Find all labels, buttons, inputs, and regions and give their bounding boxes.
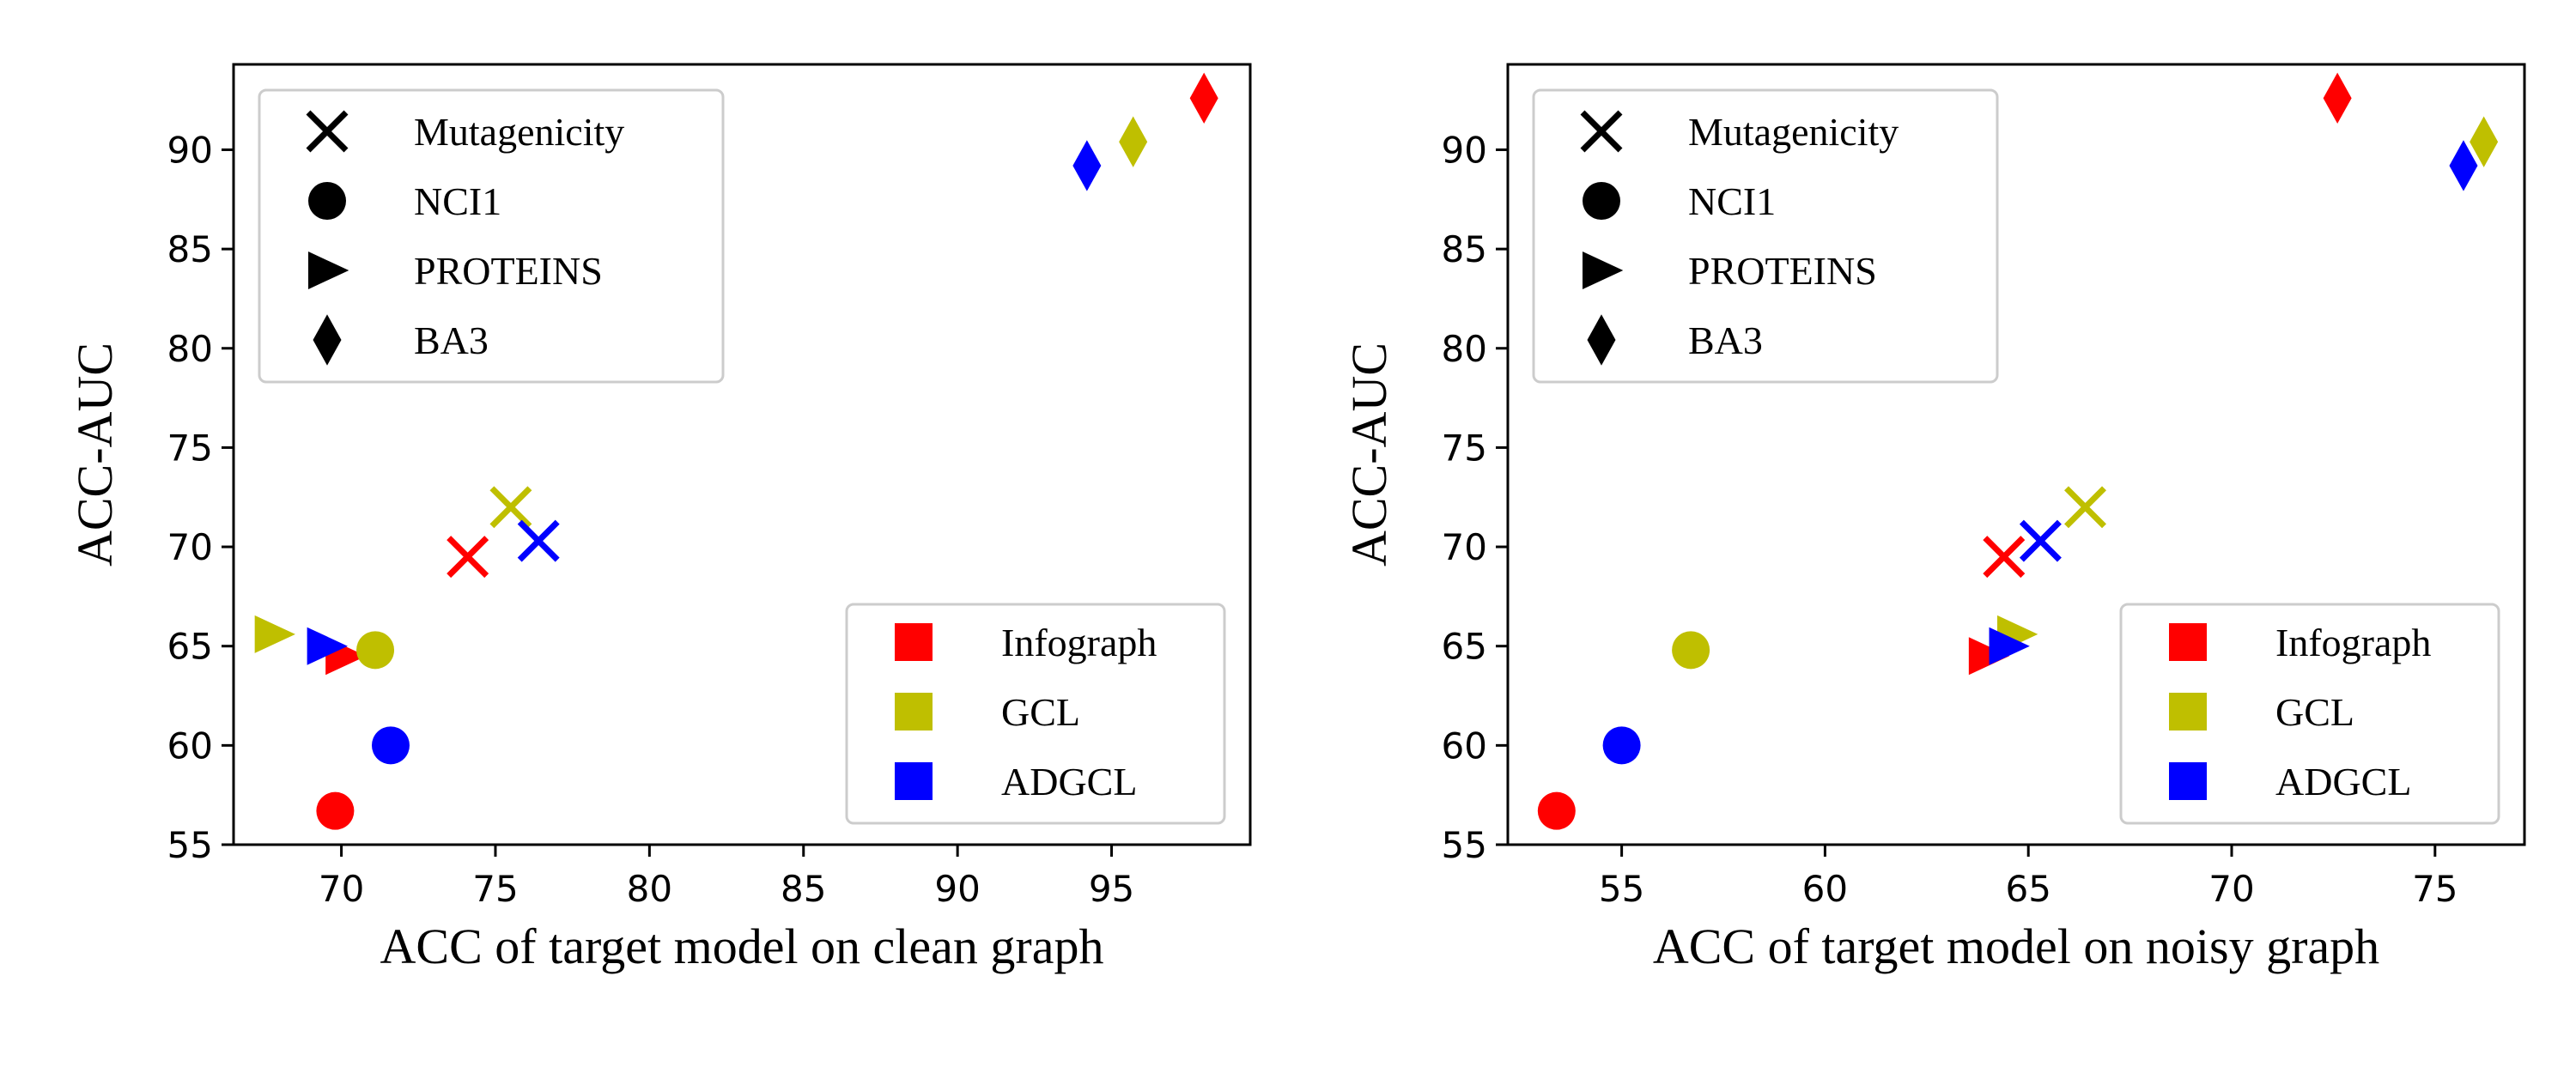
x-tick-label: 90: [934, 868, 980, 910]
y-tick-label: 60: [1442, 724, 1487, 767]
legend-marker-gcl: [2169, 693, 2207, 730]
legend-marker-gcl: [895, 693, 933, 730]
y-tick-label: 90: [167, 129, 213, 171]
legend-datasets-box: [1532, 88, 1999, 384]
legend-label-ba3: BA3: [1688, 318, 1763, 362]
legend-label-proteins: PROTEINS: [414, 249, 603, 293]
y-tick-label: 55: [1442, 824, 1487, 866]
legend-marker-mutagenicity: [306, 110, 349, 153]
x-tick-label: 70: [319, 868, 364, 910]
plot-frame: [1506, 63, 2526, 846]
point-gcl-ba3: [2470, 116, 2499, 167]
legend-label-adgcl: ADGCL: [1001, 760, 1137, 803]
x-tick-label: 75: [2412, 868, 2458, 910]
legend-methods: Infograph GCL ADGCL: [2119, 603, 2500, 825]
point-adgcl-proteins: [1989, 627, 2030, 665]
point-infograph-nci1: [316, 791, 355, 830]
legend-marker-mutagenicity: [1580, 110, 1623, 153]
point-gcl-mutagenicity: [489, 486, 532, 529]
point-infograph-mutagenicity: [1983, 536, 2026, 579]
legend-marker-nci1: [308, 182, 346, 220]
y-tick-label: 70: [1442, 526, 1487, 568]
legend-label-mutagenicity: Mutagenicity: [414, 110, 624, 154]
y-tick-label: 80: [1442, 328, 1487, 370]
legend-marker-proteins: [1583, 252, 1624, 289]
y-axis-label: ACC-AUC: [67, 343, 123, 567]
y-tick-label: 60: [167, 724, 213, 767]
legend-marker-ba3: [1587, 314, 1616, 366]
left-scatter-panel: 70 75 80 85 90 95 55 60 65 70 75 80 85 90 ACC of targe…: [67, 63, 1252, 974]
point-gcl-ba3: [1119, 116, 1148, 167]
y-tick-label: 80: [167, 328, 213, 370]
x-axis-label: ACC of target model on noisy graph: [1653, 918, 2379, 974]
legend-methods-box: [845, 603, 1226, 825]
y-tick-label: 85: [167, 228, 213, 270]
legend-marker-adgcl: [2169, 762, 2207, 800]
legend-datasets: Mutagenicity NCI1 PROTEINS BA3: [258, 88, 725, 384]
y-tick-label: 85: [1442, 228, 1487, 270]
point-adgcl-nci1: [371, 726, 410, 765]
legend-methods: Infograph GCL ADGCL: [845, 603, 1226, 825]
legend-label-mutagenicity: Mutagenicity: [1688, 110, 1899, 154]
x-axis-label: ACC of target model on clean graph: [380, 918, 1104, 974]
legend-methods-box: [2119, 603, 2500, 825]
legend-marker-infograph: [2169, 623, 2207, 661]
legend-label-nci1: NCI1: [414, 179, 501, 223]
right-scatter-panel: 55 60 65 70 75 55 60 65 70 75 80 85 90 ACC of target …: [1341, 63, 2526, 974]
legend-label-infograph: Infograph: [2275, 621, 2431, 664]
x-tick-label: 75: [472, 868, 518, 910]
y-axis-label: ACC-AUC: [1341, 343, 1397, 567]
y-tick-label: 75: [1442, 427, 1487, 469]
point-adgcl-mutagenicity: [2019, 519, 2062, 562]
x-tick-label: 80: [627, 868, 672, 910]
legend-marker-proteins: [308, 252, 349, 289]
legend-marker-infograph: [895, 623, 933, 661]
legend-label-ba3: BA3: [414, 318, 489, 362]
point-adgcl-nci1: [1602, 726, 1641, 765]
point-infograph-nci1: [1537, 791, 1576, 830]
y-tick-label: 65: [1442, 626, 1487, 668]
point-infograph-proteins: [1968, 637, 2010, 676]
x-tick-label: 70: [2208, 868, 2254, 910]
point-infograph-ba3: [2323, 72, 2352, 124]
point-adgcl-proteins: [307, 627, 348, 665]
point-gcl-nci1: [356, 631, 395, 670]
legend-label-adgcl: ADGCL: [2275, 760, 2411, 803]
point-infograph-mutagenicity: [447, 536, 489, 579]
x-tick-label: 55: [1599, 868, 1644, 910]
legend-label-infograph: Infograph: [1001, 621, 1157, 664]
point-gcl-nci1: [1672, 631, 1710, 670]
point-gcl-proteins: [254, 615, 295, 653]
point-adgcl-mutagenicity: [517, 519, 560, 562]
legend-datasets: Mutagenicity NCI1 PROTEINS BA3: [1532, 88, 1999, 384]
legend-marker-adgcl: [895, 762, 933, 800]
legend-marker-ba3: [313, 314, 342, 366]
legend-label-proteins: PROTEINS: [1688, 249, 1877, 293]
y-tick-label: 70: [167, 526, 213, 568]
legend-datasets-box: [258, 88, 725, 384]
y-tick-label: 90: [1442, 129, 1487, 171]
y-tick-label: 55: [167, 824, 213, 866]
y-tick-label: 75: [167, 427, 213, 469]
x-tick-label: 60: [1802, 868, 1848, 910]
x-tick-label: 65: [2005, 868, 2050, 910]
legend-label-gcl: GCL: [2275, 690, 2354, 734]
legend-label-nci1: NCI1: [1688, 179, 1776, 223]
point-infograph-ba3: [1189, 72, 1218, 124]
y-tick-label: 65: [167, 626, 213, 668]
legend-marker-nci1: [1583, 182, 1620, 220]
plot-frame: [232, 63, 1252, 846]
point-gcl-mutagenicity: [2064, 486, 2106, 529]
legend-label-gcl: GCL: [1001, 690, 1080, 734]
point-adgcl-ba3: [2449, 140, 2478, 191]
x-tick-label: 95: [1089, 868, 1134, 910]
x-tick-label: 85: [781, 868, 826, 910]
point-adgcl-ba3: [1072, 140, 1102, 191]
